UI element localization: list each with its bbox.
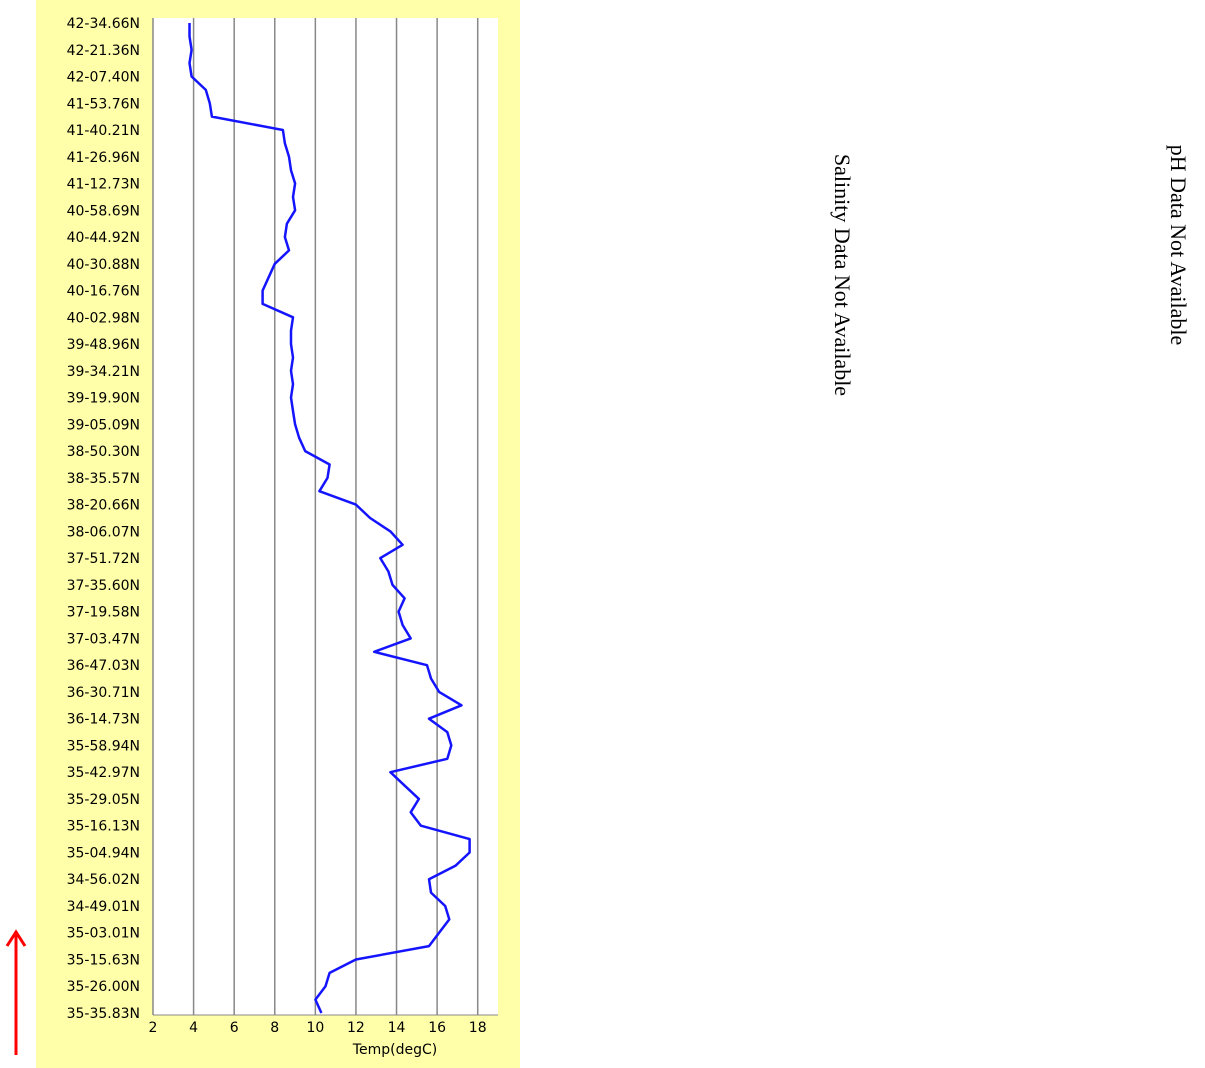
x-tick-label: 10	[306, 1020, 324, 1036]
x-tick-label: 14	[388, 1020, 406, 1036]
temperature-line	[188, 23, 471, 1014]
y-tick-label: 37-35.60N	[67, 578, 140, 594]
x-tick-label: 8	[270, 1020, 279, 1036]
y-tick-label: 35-42.97N	[67, 765, 140, 781]
y-tick-label: 39-34.21N	[67, 364, 140, 380]
y-tick-label: 42-34.66N	[67, 16, 140, 32]
plot-area	[153, 18, 498, 1015]
y-tick-label: 35-04.94N	[67, 845, 140, 861]
y-tick-label: 40-16.76N	[67, 284, 140, 300]
y-tick-label: 42-07.40N	[67, 70, 140, 86]
y-tick-label: 42-21.36N	[67, 43, 140, 59]
y-tick-label: 38-35.57N	[67, 471, 140, 487]
y-tick-label: 35-58.94N	[67, 738, 140, 754]
y-tick-label: 35-35.83N	[67, 1006, 140, 1022]
y-tick-label: 35-16.13N	[67, 819, 140, 835]
y-tick-label: 39-05.09N	[67, 417, 140, 433]
y-tick-label: 35-26.00N	[67, 979, 140, 995]
y-tick-label: 41-26.96N	[67, 150, 140, 166]
y-tick-label: 34-56.02N	[67, 872, 140, 888]
x-tick-label: 6	[230, 1020, 239, 1036]
x-tick-label: 12	[347, 1020, 365, 1036]
y-tick-label: 35-03.01N	[67, 926, 140, 942]
y-tick-label: 41-53.76N	[67, 96, 140, 112]
y-tick-label: 40-58.69N	[67, 203, 140, 219]
y-tick-label: 36-30.71N	[67, 685, 140, 701]
salinity-note: Salinity Data Not Available	[830, 154, 855, 396]
y-tick-label: 35-29.05N	[67, 792, 140, 808]
x-tick-label: 4	[189, 1020, 198, 1036]
x-axis-title: Temp(degC)	[352, 1042, 437, 1058]
y-tick-label: 39-48.96N	[67, 337, 140, 353]
y-tick-label: 40-30.88N	[67, 257, 140, 273]
y-tick-label: 37-51.72N	[67, 551, 140, 567]
y-tick-label: 37-19.58N	[67, 605, 140, 621]
x-tick-label: 18	[469, 1020, 487, 1036]
y-tick-label: 34-49.01N	[67, 899, 140, 915]
ph-note: pH Data Not Available	[1166, 145, 1191, 346]
y-tick-label: 41-12.73N	[67, 177, 140, 193]
y-tick-label: 35-15.63N	[67, 952, 140, 968]
y-tick-label: 38-20.66N	[67, 498, 140, 514]
y-tick-label: 40-02.98N	[67, 310, 140, 326]
y-tick-label: 36-47.03N	[67, 658, 140, 674]
y-tick-label: 38-50.30N	[67, 444, 140, 460]
x-tick-label: 2	[149, 1020, 158, 1036]
direction-arrow	[5, 929, 27, 1055]
y-tick-label: 39-19.90N	[67, 391, 140, 407]
y-tick-label: 40-44.92N	[67, 230, 140, 246]
y-tick-label: 36-14.73N	[67, 712, 140, 728]
y-tick-label: 38-06.07N	[67, 524, 140, 540]
x-tick-label: 16	[428, 1020, 446, 1036]
y-tick-label: 37-03.47N	[67, 631, 140, 647]
y-tick-label: 41-40.21N	[67, 123, 140, 139]
